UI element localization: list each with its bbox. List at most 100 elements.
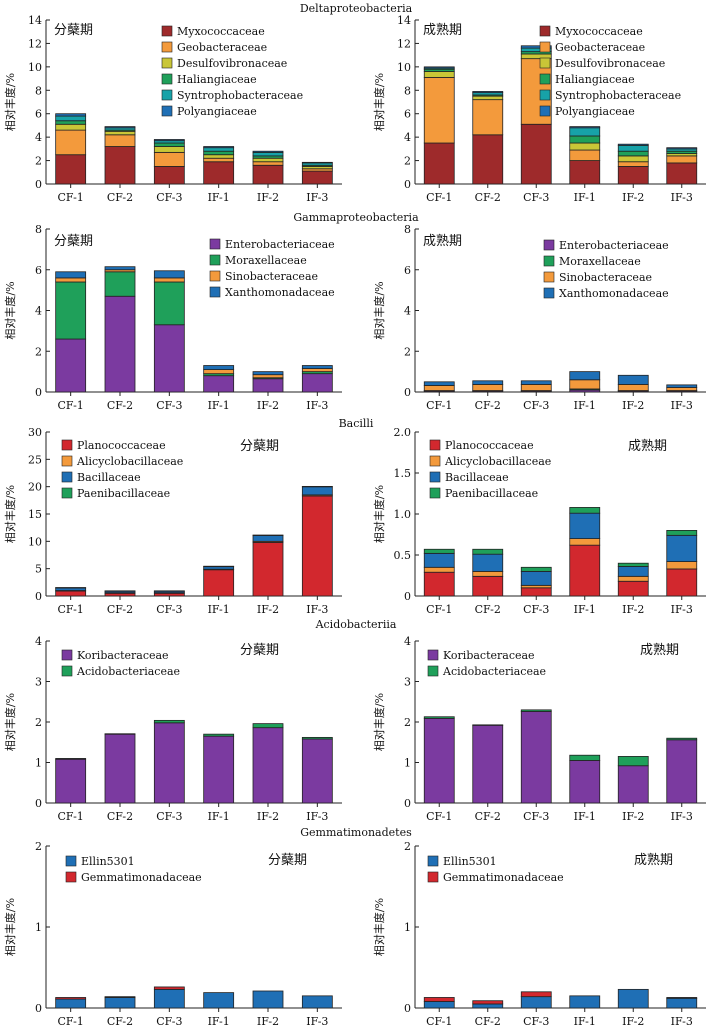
legend-label: Myxococcaceae bbox=[177, 25, 265, 38]
chart-panel: 0 1 2 相对丰度/% CF-1 CF-2 CF-3 IF-1 IF-2 IF-3 Ellin53… bbox=[3, 840, 342, 1028]
legend-swatch bbox=[209, 286, 221, 298]
bar-segment bbox=[104, 266, 136, 271]
x-tick-label: CF-1 bbox=[426, 810, 452, 823]
x-tick-label: CF-1 bbox=[58, 191, 84, 204]
y-tick-label: 0 bbox=[404, 1002, 411, 1015]
legend-swatch bbox=[427, 871, 439, 883]
bar-segment bbox=[104, 733, 136, 804]
bar-segment bbox=[423, 552, 455, 568]
period-label: 成熟期 bbox=[423, 233, 462, 249]
bar-segment bbox=[666, 534, 698, 562]
legend-swatch bbox=[539, 41, 551, 53]
legend-label: Bacillaceae bbox=[77, 471, 141, 484]
y-axis-label: 相对丰度/% bbox=[372, 898, 386, 956]
period-label: 成熟期 bbox=[628, 438, 667, 454]
bar-segment bbox=[301, 365, 333, 369]
y-tick-label: 2 bbox=[35, 840, 42, 853]
bar-segment bbox=[569, 507, 601, 514]
x-tick-label: IF-2 bbox=[622, 810, 644, 823]
bar-segment bbox=[55, 129, 87, 156]
legend-swatch bbox=[61, 455, 73, 467]
y-tick-label: 4 bbox=[404, 635, 411, 648]
bar-segment bbox=[520, 45, 552, 49]
x-tick-label: IF-1 bbox=[574, 399, 596, 412]
legend-swatch bbox=[65, 855, 77, 867]
bar-segment bbox=[423, 1001, 455, 1009]
legend-swatch bbox=[539, 57, 551, 69]
bar-segment bbox=[569, 754, 601, 761]
y-tick-label: 8 bbox=[404, 84, 411, 97]
bar-segment bbox=[203, 147, 235, 152]
bar-segment bbox=[104, 295, 136, 393]
bar-segment bbox=[666, 737, 698, 741]
x-tick-label: IF-2 bbox=[622, 603, 644, 616]
legend-label: Desulfovibronaceae bbox=[555, 57, 665, 70]
x-tick-label: IF-1 bbox=[574, 1015, 596, 1028]
bar-segment bbox=[520, 380, 552, 385]
x-tick-label: IF-3 bbox=[306, 1015, 328, 1028]
y-tick-label: 2 bbox=[35, 155, 42, 168]
bar-segment bbox=[423, 717, 455, 804]
bar-segment bbox=[569, 126, 601, 129]
bar-segment bbox=[520, 991, 552, 998]
bar-segment bbox=[472, 575, 504, 597]
bar-segment bbox=[203, 150, 235, 156]
legend-label: Koribacteraceae bbox=[77, 649, 169, 662]
bar-segment bbox=[252, 161, 284, 166]
x-tick-label: CF-3 bbox=[523, 1015, 549, 1028]
y-tick-label: 8 bbox=[35, 223, 42, 236]
legend-swatch bbox=[61, 649, 73, 661]
bar-segment bbox=[569, 544, 601, 597]
bar-segment bbox=[55, 997, 87, 1000]
legend-swatch bbox=[61, 665, 73, 677]
legend-label: Myxococcaceae bbox=[555, 25, 643, 38]
bar-segment bbox=[203, 733, 235, 737]
chart-group-gemmatimonadetes: Gemmatimonadetes 0 1 2 相对丰度/% CF-1 CF-2 CF-3 IF-… bbox=[3, 826, 706, 1028]
chart-group-bacilli: Bacilli 0 5 10 15 20 25 30 相对丰度/% CF-1 CF-2 CF-3 IF-… bbox=[3, 417, 706, 616]
x-tick-label: CF-2 bbox=[107, 603, 133, 616]
bar-segment bbox=[252, 378, 284, 393]
x-tick-label: IF-1 bbox=[574, 810, 596, 823]
legend-swatch bbox=[161, 89, 173, 101]
bar-segment bbox=[423, 71, 455, 78]
legend-swatch bbox=[539, 73, 551, 85]
y-tick-label: 0 bbox=[35, 386, 42, 399]
period-label: 成熟期 bbox=[640, 642, 679, 658]
x-tick-label: CF-2 bbox=[107, 1015, 133, 1028]
legend-label: Koribacteraceae bbox=[443, 649, 535, 662]
bar-segment bbox=[617, 575, 649, 582]
legend-label: Bacillaceae bbox=[445, 471, 509, 484]
y-tick-label: 15 bbox=[28, 508, 42, 521]
x-tick-label: IF-1 bbox=[208, 603, 230, 616]
legend-swatch bbox=[543, 239, 555, 251]
bar-segment bbox=[472, 548, 504, 555]
x-tick-label: IF-3 bbox=[306, 191, 328, 204]
y-tick-label: 4 bbox=[35, 635, 42, 648]
bar-segment bbox=[520, 566, 552, 572]
bar-segment bbox=[104, 592, 136, 597]
legend-label: Acidobacteriaceae bbox=[76, 665, 180, 678]
x-tick-label: IF-2 bbox=[257, 399, 279, 412]
bar-segment bbox=[472, 384, 504, 391]
bar-segment bbox=[520, 709, 552, 712]
bar-segment bbox=[55, 590, 87, 597]
x-tick-label: CF-1 bbox=[58, 810, 84, 823]
x-tick-label: CF-3 bbox=[156, 603, 182, 616]
legend-label: Xanthomonadaceae bbox=[225, 286, 335, 299]
bar-segment bbox=[55, 338, 87, 393]
bar-segment bbox=[472, 380, 504, 385]
bar-segment bbox=[520, 123, 552, 185]
bar-segment bbox=[153, 986, 185, 990]
legend-swatch bbox=[427, 665, 439, 677]
y-tick-label: 10 bbox=[28, 535, 42, 548]
legend-label: Moraxellaceae bbox=[225, 254, 307, 267]
bar-segment bbox=[617, 580, 649, 597]
y-tick-label: 12 bbox=[397, 37, 411, 50]
legend-swatch bbox=[427, 855, 439, 867]
chart-panel: 0 1 2 3 4 相对丰度/% CF-1 CF-2 CF-3 IF-1 IF-2 IF-3 Korib… bbox=[372, 635, 706, 823]
bar-segment bbox=[301, 995, 333, 1009]
bar-segment bbox=[104, 134, 136, 147]
bar-segment bbox=[55, 123, 87, 131]
bar-segment bbox=[55, 113, 87, 117]
period-label: 分蘖期 bbox=[54, 234, 93, 249]
